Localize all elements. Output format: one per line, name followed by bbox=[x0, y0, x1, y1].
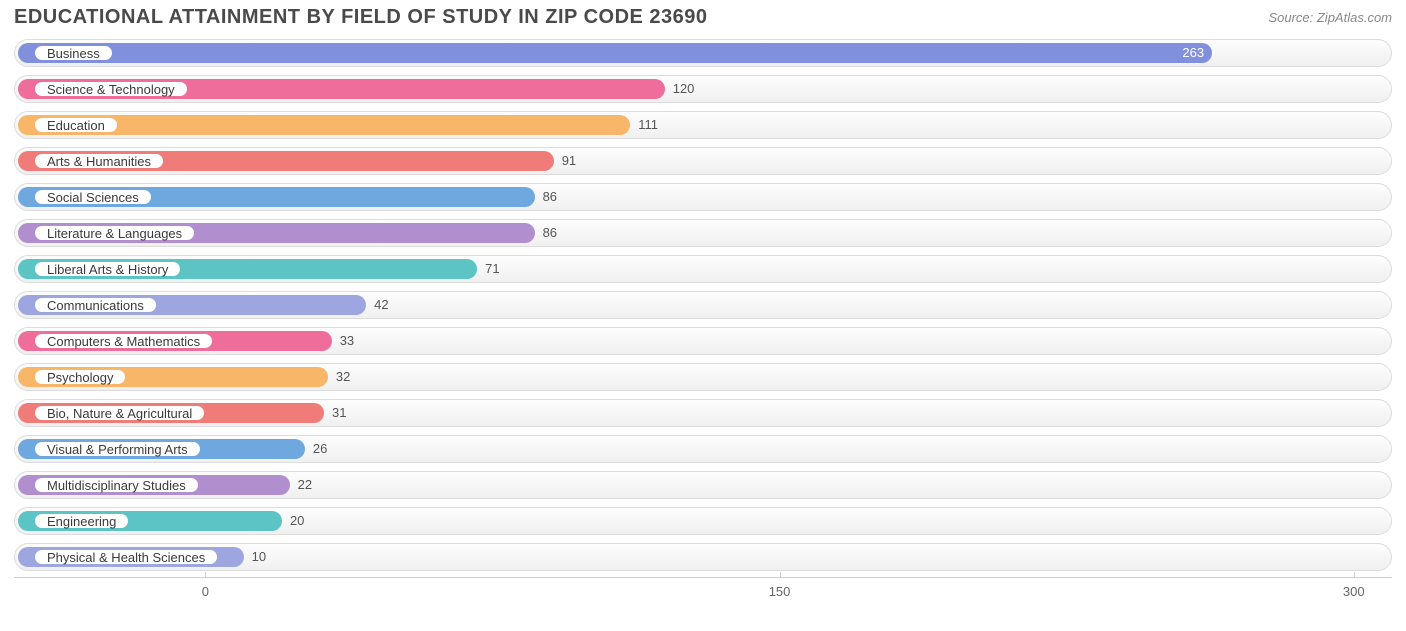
bar-row: Computers & Mathematics 33 bbox=[14, 325, 1392, 357]
bar-category-label: Communications bbox=[34, 297, 157, 313]
bar-row: Physical & Health Sciences 10 bbox=[14, 541, 1392, 573]
bar-row: Psychology 32 bbox=[14, 361, 1392, 393]
bar-row: Visual & Performing Arts 26 bbox=[14, 433, 1392, 465]
bar-category-label: Education bbox=[34, 117, 118, 133]
chart-title: EDUCATIONAL ATTAINMENT BY FIELD OF STUDY… bbox=[14, 6, 708, 29]
axis-tick-label: 150 bbox=[769, 584, 791, 599]
bar-row: Engineering 20 bbox=[14, 505, 1392, 537]
bar-value-label: 91 bbox=[562, 151, 576, 171]
bar-category-label: Engineering bbox=[34, 513, 129, 529]
bar-value-label: 32 bbox=[336, 367, 350, 387]
bar-category-label: Liberal Arts & History bbox=[34, 261, 181, 277]
bar-category-label: Bio, Nature & Agricultural bbox=[34, 405, 205, 421]
bar-value-label: 20 bbox=[290, 511, 304, 531]
axis-tick bbox=[1354, 572, 1355, 578]
chart-header: EDUCATIONAL ATTAINMENT BY FIELD OF STUDY… bbox=[0, 0, 1406, 37]
bar-value-label: 263 bbox=[1182, 43, 1204, 63]
bar-value-label: 86 bbox=[543, 223, 557, 243]
bar-category-label: Arts & Humanities bbox=[34, 153, 164, 169]
bar-row: Literature & Languages 86 bbox=[14, 217, 1392, 249]
bar-row: Science & Technology 120 bbox=[14, 73, 1392, 105]
bar-row: Communications 42 bbox=[14, 289, 1392, 321]
chart-area: Business 263 Science & Technology 120 Educat… bbox=[0, 37, 1406, 573]
bar-category-label: Visual & Performing Arts bbox=[34, 441, 201, 457]
axis-tick bbox=[780, 572, 781, 578]
bar-value-label: 86 bbox=[543, 187, 557, 207]
bar-row: Liberal Arts & History 71 bbox=[14, 253, 1392, 285]
bar-category-label: Computers & Mathematics bbox=[34, 333, 213, 349]
bar-row: Multidisciplinary Studies 22 bbox=[14, 469, 1392, 501]
bar-row: Social Sciences 86 bbox=[14, 181, 1392, 213]
axis-tick-label: 300 bbox=[1343, 584, 1365, 599]
axis-tick bbox=[205, 572, 206, 578]
bar-category-label: Multidisciplinary Studies bbox=[34, 477, 199, 493]
bar-fill bbox=[18, 43, 1212, 63]
bar-value-label: 33 bbox=[340, 331, 354, 351]
bar-value-label: 31 bbox=[332, 403, 346, 423]
bar-row: Bio, Nature & Agricultural 31 bbox=[14, 397, 1392, 429]
bar-value-label: 10 bbox=[252, 547, 266, 567]
bar-row: Education 111 bbox=[14, 109, 1392, 141]
bar-value-label: 22 bbox=[298, 475, 312, 495]
bar-category-label: Physical & Health Sciences bbox=[34, 549, 218, 565]
bar-row: Arts & Humanities 91 bbox=[14, 145, 1392, 177]
axis-tick-label: 0 bbox=[202, 584, 209, 599]
bar-value-label: 26 bbox=[313, 439, 327, 459]
bar-value-label: 71 bbox=[485, 259, 499, 279]
bar-category-label: Psychology bbox=[34, 369, 126, 385]
bar-value-label: 120 bbox=[673, 79, 695, 99]
chart-source: Source: ZipAtlas.com bbox=[1268, 10, 1392, 25]
bar-value-label: 42 bbox=[374, 295, 388, 315]
bar-category-label: Science & Technology bbox=[34, 81, 188, 97]
bar-category-label: Literature & Languages bbox=[34, 225, 195, 241]
bar-category-label: Business bbox=[34, 45, 113, 61]
x-axis: 0 150 300 bbox=[14, 577, 1392, 617]
bar-row: Business 263 bbox=[14, 37, 1392, 69]
bar-value-label: 111 bbox=[638, 115, 658, 135]
bar-category-label: Social Sciences bbox=[34, 189, 152, 205]
